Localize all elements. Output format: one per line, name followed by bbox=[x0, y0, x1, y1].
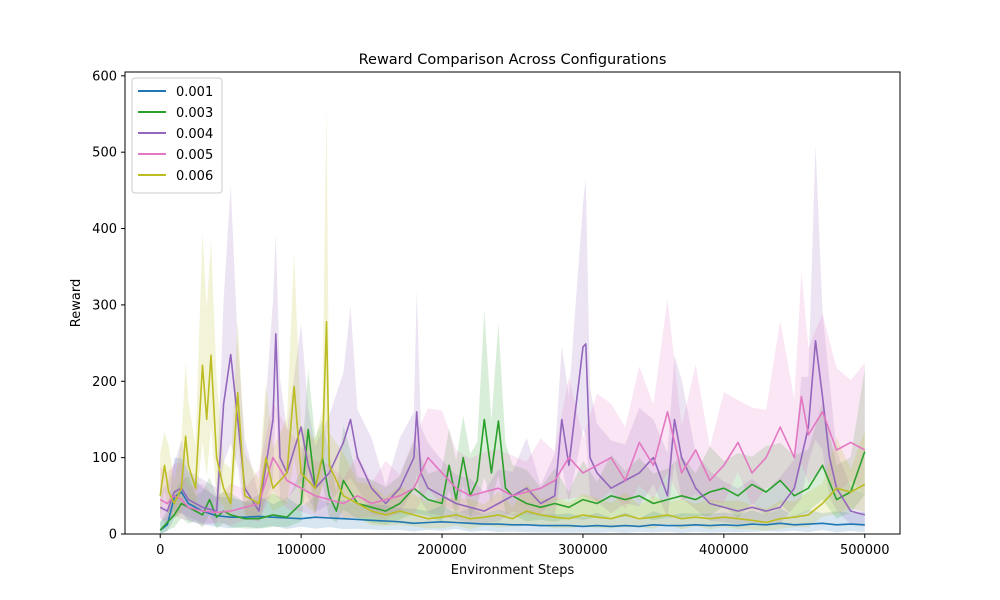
band-series-4 bbox=[160, 106, 865, 531]
y-tick-label: 300 bbox=[92, 298, 117, 313]
y-tick-label: 500 bbox=[92, 146, 117, 161]
series-lines bbox=[159, 320, 866, 531]
legend-box bbox=[131, 77, 223, 194]
y-tick-label: 200 bbox=[92, 375, 117, 390]
x-axis-ticks: 0 100000 200000 300000 400000 500000 bbox=[156, 534, 890, 558]
line-series-4 bbox=[159, 320, 866, 524]
x-tick-label: 0 bbox=[156, 543, 164, 558]
x-axis-label: Environment Steps bbox=[451, 563, 575, 578]
y-tick-label: 600 bbox=[92, 69, 117, 84]
band-series-1 bbox=[160, 310, 865, 534]
legend: 0.001 0.003 0.004 0.005 0.006 bbox=[131, 77, 223, 194]
chart-title: Reward Comparison Across Configurations bbox=[359, 52, 667, 68]
legend-label: 0.001 bbox=[176, 85, 213, 100]
y-tick-label: 0 bbox=[109, 528, 117, 543]
legend-label: 0.003 bbox=[176, 106, 213, 121]
legend-label: 0.005 bbox=[176, 148, 213, 163]
plot-frame bbox=[124, 71, 901, 535]
y-tick-label: 100 bbox=[92, 451, 117, 466]
band-series-0 bbox=[160, 457, 865, 534]
line-series-3 bbox=[159, 395, 866, 514]
y-axis-ticks: 0 100 200 300 400 500 600 bbox=[92, 69, 125, 543]
x-tick-label: 300000 bbox=[558, 543, 608, 558]
line-series-0 bbox=[159, 491, 865, 531]
y-tick-label: 400 bbox=[92, 222, 117, 237]
y-axis-label: Reward bbox=[69, 279, 84, 327]
x-tick-label: 400000 bbox=[699, 543, 749, 558]
x-tick-label: 200000 bbox=[417, 543, 467, 558]
legend-label: 0.006 bbox=[176, 169, 213, 184]
band-series-2 bbox=[160, 144, 865, 527]
x-tick-label: 100000 bbox=[276, 543, 326, 558]
legend-label: 0.004 bbox=[176, 127, 213, 142]
line-series-1 bbox=[159, 418, 866, 531]
x-tick-label: 500000 bbox=[840, 543, 890, 558]
